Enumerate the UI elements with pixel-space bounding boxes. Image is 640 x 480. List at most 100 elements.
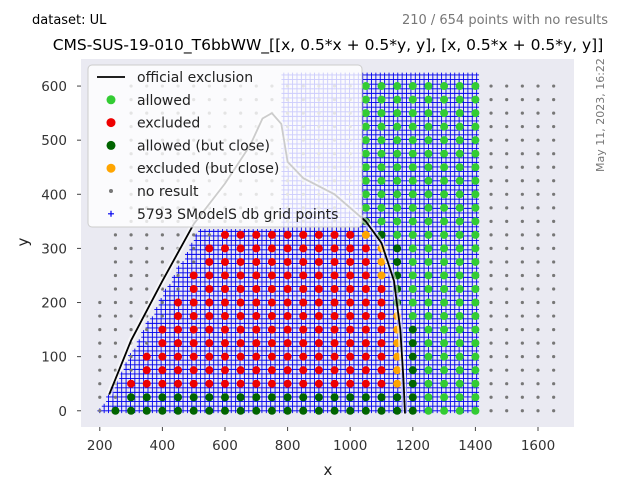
db-grid-point [342, 371, 348, 377]
allowed-point [424, 257, 433, 266]
db-grid-point [263, 339, 269, 345]
no-result-point [113, 300, 118, 305]
db-grid-point [228, 316, 234, 322]
allowed-close-point [408, 393, 417, 402]
db-grid-point [154, 399, 160, 404]
db-grid-point [382, 320, 388, 326]
db-grid-point [382, 334, 388, 340]
excluded-point [299, 325, 308, 334]
db-grid-point [298, 348, 304, 354]
db-grid-point [386, 399, 392, 404]
db-grid-point [452, 371, 458, 377]
db-grid-point [417, 403, 423, 409]
db-grid-point [316, 348, 322, 354]
db-grid-point [154, 408, 160, 414]
db-grid-point [307, 376, 313, 381]
db-grid-point [430, 362, 436, 368]
db-grid-point [294, 316, 300, 322]
db-grid-point [434, 399, 440, 404]
db-grid-point [373, 339, 379, 345]
no-result-point [505, 341, 509, 345]
db-grid-point [228, 389, 234, 395]
no-result-point [505, 314, 509, 318]
allowed-point [408, 271, 417, 280]
db-grid-point [167, 353, 173, 358]
db-grid-point [259, 403, 265, 409]
allowed-close-point [393, 406, 402, 415]
db-grid-point [215, 311, 221, 317]
db-grid-point [421, 371, 427, 377]
db-grid-point [369, 353, 374, 358]
db-grid-point [338, 334, 344, 340]
db-grid-point [320, 362, 326, 368]
allowed-close-point [142, 393, 151, 402]
excluded-point [314, 312, 323, 321]
db-grid-point [325, 339, 331, 345]
db-grid-point [171, 307, 177, 312]
db-grid-point [373, 376, 379, 381]
db-grid-point [228, 403, 234, 409]
db-grid-point [185, 316, 190, 322]
db-grid-point [237, 348, 243, 354]
db-grid-point [171, 399, 177, 404]
db-grid-point [132, 353, 138, 358]
no-result-point [520, 273, 524, 278]
db-grid-point [176, 320, 182, 326]
db-grid-point [443, 320, 449, 326]
db-grid-point [119, 380, 125, 386]
db-grid-point [263, 399, 269, 404]
db-grid-point [373, 408, 379, 414]
db-grid-point [255, 307, 260, 312]
db-grid-point [417, 320, 423, 326]
db-grid-point [364, 348, 370, 354]
no-result-point [129, 246, 133, 251]
db-grid-point [167, 385, 173, 391]
no-result-point [129, 233, 133, 237]
db-grid-point [307, 371, 313, 377]
db-grid-point [185, 320, 190, 326]
db-grid-point [263, 330, 269, 335]
db-grid-point [163, 311, 168, 317]
excluded-point [220, 271, 229, 280]
db-grid-point [452, 320, 458, 326]
db-grid-point [259, 366, 265, 372]
allowed-point [440, 352, 449, 361]
excluded-point [205, 257, 214, 266]
db-grid-point [294, 394, 300, 400]
db-grid-point [382, 348, 388, 354]
db-grid-point [351, 357, 357, 363]
excluded-point [220, 312, 229, 321]
db-grid-point [246, 403, 252, 409]
db-grid-point [408, 348, 414, 354]
db-grid-point [158, 348, 164, 354]
excluded-point [267, 230, 276, 239]
db-grid-point [447, 311, 453, 317]
db-grid-point [377, 348, 383, 354]
db-grid-point [369, 389, 374, 395]
excluded-point [220, 230, 229, 239]
db-grid-point [132, 389, 138, 395]
db-grid-point [355, 343, 361, 349]
db-grid-point [149, 320, 155, 326]
db-grid-point [325, 394, 331, 400]
allowed-point [408, 298, 417, 307]
excluded-point [236, 230, 245, 239]
db-grid-point [373, 389, 379, 395]
db-grid-point [355, 325, 361, 331]
excluded-point [283, 352, 292, 361]
db-grid-point [136, 376, 142, 381]
db-grid-point [198, 316, 203, 322]
db-grid-point [136, 357, 142, 363]
db-grid-point [417, 348, 423, 354]
db-grid-point [220, 307, 225, 312]
db-grid-point [369, 330, 374, 335]
db-grid-point [434, 330, 440, 335]
excluded-point [377, 325, 386, 334]
db-grid-point [193, 376, 199, 381]
allowed-point [440, 298, 449, 307]
db-grid-point [167, 371, 173, 377]
db-grid-point [246, 366, 252, 372]
db-grid-point [141, 403, 147, 409]
no-result-point [536, 395, 540, 399]
db-grid-point [443, 348, 449, 354]
